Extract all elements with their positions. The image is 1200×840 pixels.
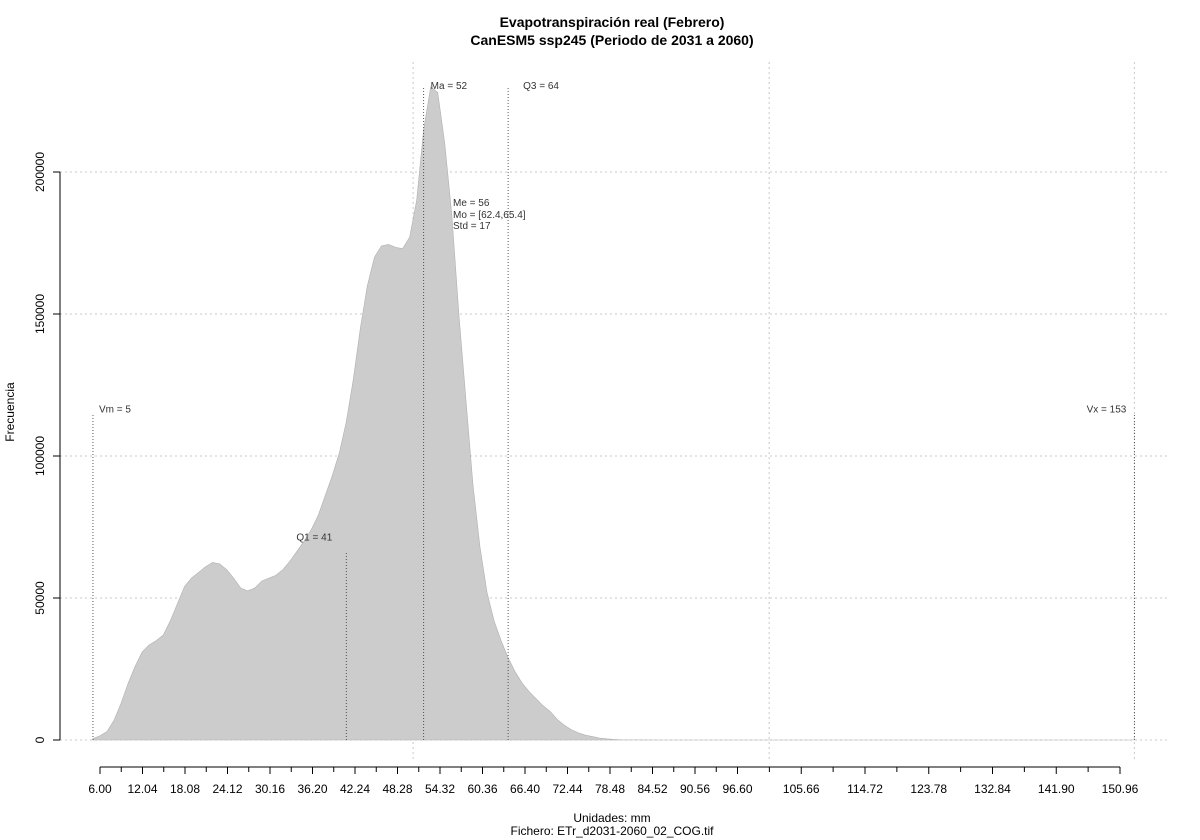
x-tick-label: 114.72 — [847, 782, 883, 796]
q3-label: Q3 = 64 — [523, 81, 559, 92]
vx-label: Vx = 153 — [1087, 404, 1127, 415]
x-tick-label: 105.66 — [783, 782, 820, 796]
median-label: Me = 56 — [453, 198, 490, 209]
y-axis-ticks: 0 50000 100000 150000 200000 — [33, 152, 60, 743]
chart-subtitle: CanESM5 ssp245 (Periodo de 2031 a 2060) — [470, 32, 753, 48]
x-tick-label: 48.28 — [382, 782, 412, 796]
q1-label: Q1 = 41 — [296, 533, 332, 544]
x-axis-label: Unidades: mm — [573, 811, 650, 825]
x-tick-label: 123.78 — [910, 782, 947, 796]
x-tick-label: 24.12 — [212, 782, 242, 796]
x-tick-label: 36.20 — [297, 782, 327, 796]
vm-label: Vm = 5 — [99, 404, 131, 415]
x-tick-label: 84.52 — [637, 782, 667, 796]
x-tick-label: 72.44 — [552, 782, 582, 796]
x-tick-label: 66.40 — [510, 782, 540, 796]
x-tick-label: 54.32 — [425, 782, 455, 796]
y-axis-label: Frecuencia — [3, 382, 17, 442]
x-tick-label: 78.48 — [595, 782, 625, 796]
x-tick-label: 150.96 — [1102, 782, 1139, 796]
x-tick-label: 42.24 — [340, 782, 370, 796]
annotation-lines — [92, 86, 1135, 740]
y-tick-label: 0 — [33, 736, 47, 743]
x-tick-label: 141.90 — [1038, 782, 1075, 796]
x-tick-label: 12.04 — [127, 782, 157, 796]
x-tick-label: 60.36 — [467, 782, 497, 796]
density-area — [92, 86, 1135, 741]
x-tick-label: 6.00 — [88, 782, 112, 796]
std-label: Std = 17 — [453, 221, 491, 232]
y-tick-label: 50000 — [33, 581, 47, 615]
density-area-group — [92, 86, 1135, 741]
y-tick-label: 200000 — [33, 152, 47, 192]
y-tick-label: 100000 — [33, 436, 47, 476]
file-caption: Fichero: ETr_d2031-2060_02_COG.tif — [511, 824, 715, 838]
x-tick-label: 30.16 — [255, 782, 285, 796]
x-axis-ticks: 6.00 12.04 18.08 24.12 30.16 36.20 42.24 48.28 5… — [88, 767, 1139, 796]
x-tick-label: 96.60 — [722, 782, 752, 796]
x-tick-label: 18.08 — [170, 782, 200, 796]
x-tick-label: 90.56 — [680, 782, 710, 796]
chart-title: Evapotranspiración real (Febrero) — [500, 14, 725, 30]
mode-label: Mo = [62.4,65.4] — [453, 210, 526, 221]
x-tick-label: 132.84 — [974, 782, 1011, 796]
y-tick-label: 150000 — [33, 294, 47, 334]
ma-label: Ma = 52 — [431, 81, 468, 92]
